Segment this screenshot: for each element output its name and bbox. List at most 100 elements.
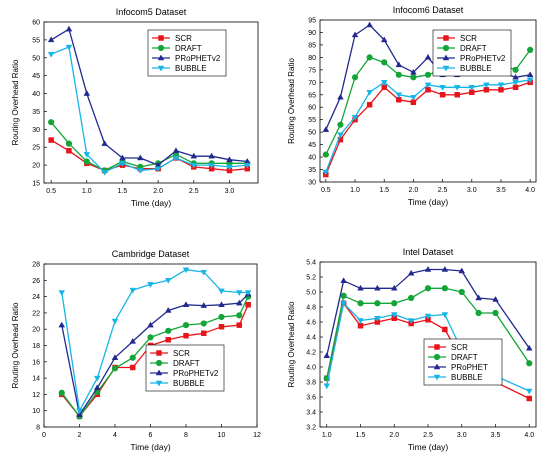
data-point (441, 312, 449, 319)
legend-label: PRoPHETv2 (460, 54, 506, 63)
data-point (111, 365, 119, 372)
y-tick-label: 30 (308, 180, 316, 187)
data-point (147, 282, 154, 288)
y-tick-label: 4.6 (306, 320, 316, 327)
series-line (61, 293, 249, 416)
legend-label: DRAFT (460, 44, 487, 53)
y-tick-label: 55 (308, 117, 316, 124)
data-point (525, 388, 533, 395)
data-point (101, 170, 108, 176)
x-tick-label: 1.5 (118, 188, 128, 195)
data-point (526, 395, 532, 402)
data-point (395, 61, 403, 68)
data-point (483, 87, 490, 93)
legend-label: SCR (451, 343, 468, 352)
data-point (380, 36, 388, 43)
data-point (410, 95, 417, 101)
legend-marker (442, 65, 450, 72)
x-axis-label: Time (day) (131, 198, 171, 208)
data-point (441, 285, 448, 292)
x-tick-label: 1.5 (356, 432, 366, 439)
y-tick-label: 3.6 (306, 395, 316, 402)
data-point (424, 71, 432, 78)
x-tick-label: 3.0 (467, 187, 477, 194)
chart-title: Infocom6 Dataset (393, 5, 464, 15)
data-point (65, 140, 73, 147)
legend-marker (433, 363, 441, 370)
data-point (83, 152, 91, 158)
y-tick-label: 22 (32, 310, 40, 317)
y-tick-label: 50 (32, 55, 40, 62)
y-tick-label: 3.2 (306, 425, 316, 432)
data-point (441, 265, 449, 272)
data-point (492, 309, 499, 317)
data-point (351, 114, 359, 121)
x-tick-label: 0.5 (46, 188, 56, 195)
plot-frame (43, 21, 259, 184)
series-prophet (323, 265, 533, 358)
x-tick-label: 1.0 (350, 187, 360, 194)
y-tick-label: 80 (308, 55, 316, 62)
x-tick-label: 12 (253, 432, 261, 439)
data-point (147, 321, 154, 328)
series-prophetv2 (47, 25, 251, 168)
y-axis-label: Routing Overhead Ratio (287, 301, 296, 387)
data-point (525, 344, 533, 351)
data-point (76, 408, 83, 415)
data-point (244, 290, 252, 297)
y-tick-label: 4.8 (306, 305, 316, 312)
data-point (172, 147, 180, 154)
data-point (183, 332, 189, 339)
legend-marker (434, 344, 440, 350)
chart-title: Cambridge Dataset (112, 249, 190, 259)
data-point (526, 360, 533, 367)
data-point (366, 101, 373, 108)
data-point (357, 318, 364, 325)
legend-marker (155, 359, 163, 367)
data-point (119, 161, 126, 167)
data-point (442, 326, 448, 333)
data-point (208, 162, 215, 169)
y-tick-label: 75 (308, 67, 316, 74)
data-point (154, 166, 162, 173)
data-point (498, 87, 504, 93)
series-scr (48, 137, 251, 174)
data-point (66, 148, 72, 154)
legend-marker (157, 65, 165, 72)
data-point (351, 74, 359, 81)
data-point (83, 90, 91, 96)
data-point (235, 299, 243, 306)
data-point (201, 330, 207, 337)
y-tick-label: 60 (308, 105, 316, 112)
series-line (50, 28, 248, 166)
x-tick-label: 1.5 (379, 187, 389, 194)
x-axis-label: Time (day) (408, 197, 448, 207)
data-point (439, 85, 446, 91)
data-point (454, 92, 460, 98)
y-tick-label: 95 (308, 18, 316, 25)
data-point (236, 322, 242, 328)
x-tick-label: 0.5 (321, 187, 331, 194)
x-tick-label: 3.0 (457, 432, 467, 439)
x-tick-label: 3.5 (496, 187, 506, 194)
legend-label: PRoPHETv2 (175, 54, 221, 63)
legend-label: BUBBLE (460, 64, 492, 73)
y-tick-label: 4.2 (306, 350, 316, 357)
y-tick-label: 50 (308, 130, 316, 137)
data-point (453, 85, 461, 91)
data-point (226, 156, 233, 162)
x-tick-label: 2.5 (423, 432, 433, 439)
data-point (357, 300, 364, 307)
y-tick-label: 16 (32, 359, 40, 366)
data-point (182, 301, 190, 307)
data-point (93, 375, 101, 382)
legend-label: DRAFT (451, 353, 478, 362)
series-draft (48, 119, 251, 174)
data-point (366, 90, 373, 96)
data-point (526, 77, 534, 84)
data-point (475, 309, 482, 317)
plot-frame (319, 19, 537, 183)
y-tick-label: 3.4 (306, 410, 316, 417)
